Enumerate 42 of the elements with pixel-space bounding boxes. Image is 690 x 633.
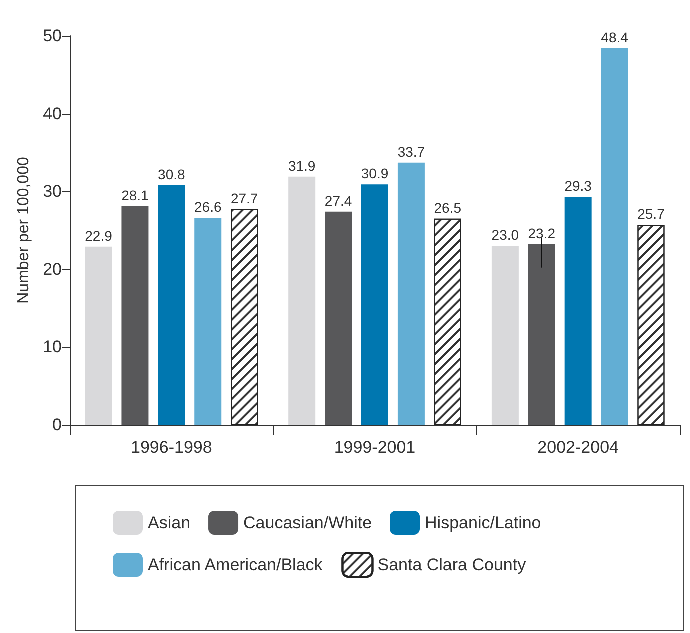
- legend-label: Hispanic/Latino: [425, 514, 542, 532]
- y-axis-title: Number per 100,000: [16, 157, 32, 304]
- legend-label: Caucasian/White: [244, 514, 372, 532]
- data-label: 26.6: [194, 199, 222, 216]
- bar: [85, 246, 112, 425]
- x-tick-label: 1996-1998: [131, 438, 212, 457]
- bar: [492, 246, 519, 425]
- data-label: 48.4: [601, 29, 629, 46]
- x-tick-label: 2002-2004: [538, 438, 619, 457]
- y-tick-label: 20: [43, 260, 62, 279]
- x-tick-label: 1999-2001: [334, 438, 416, 457]
- bar: [362, 184, 388, 425]
- data-label: 23.0: [492, 227, 520, 244]
- data-label: 22.9: [85, 228, 113, 244]
- bar: [528, 244, 556, 425]
- y-tick-label: 30: [43, 182, 62, 202]
- data-label: 30.9: [361, 166, 389, 182]
- data-label: 26.5: [434, 200, 462, 216]
- bar: [325, 212, 352, 425]
- bar: [288, 176, 316, 425]
- data-label: 28.1: [122, 187, 150, 204]
- legend-label: Santa Clara County: [378, 556, 527, 574]
- y-tick-label: 10: [43, 338, 62, 357]
- data-label: 29.3: [564, 178, 592, 194]
- data-label: 30.8: [158, 166, 186, 182]
- bar: [564, 197, 592, 425]
- y-tick-label: 0: [52, 416, 62, 434]
- y-tick-label: 40: [43, 104, 62, 124]
- data-label: 25.7: [638, 206, 666, 222]
- data-label: 31.9: [288, 158, 316, 174]
- legend-label: African American/Black: [148, 556, 324, 574]
- bar: [122, 206, 149, 425]
- data-label: 23.2: [528, 226, 556, 242]
- y-tick-label: 50: [43, 26, 62, 46]
- bar: [398, 162, 425, 425]
- data-label: 27.4: [324, 192, 352, 209]
- data-label: 33.7: [398, 144, 426, 160]
- bar: [158, 185, 186, 425]
- legend-label: Asian: [148, 514, 191, 532]
- bar: [601, 48, 628, 425]
- data-label: 27.7: [230, 190, 258, 206]
- bar: [194, 218, 222, 425]
